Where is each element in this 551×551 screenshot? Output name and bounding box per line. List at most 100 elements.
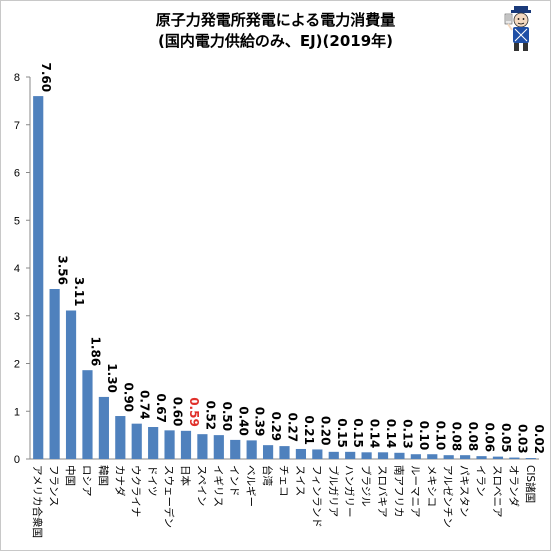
value-label: 0.90: [121, 382, 135, 412]
category-label: メキシコ: [425, 465, 437, 507]
category-label: スペイン: [195, 465, 207, 506]
bar: [460, 455, 471, 459]
y-tick-label: 0: [14, 454, 20, 466]
bar: [33, 96, 44, 459]
category-label: イラン: [475, 465, 487, 497]
bar: [180, 430, 192, 459]
bar: [410, 454, 421, 459]
value-label: 7.60: [39, 62, 53, 92]
value-label: 0.67: [154, 393, 168, 423]
bar: [525, 458, 536, 459]
value-label: 0.10: [417, 421, 431, 451]
y-tick-label: 6: [14, 168, 20, 180]
bar: [98, 396, 109, 459]
bar: [279, 446, 290, 459]
bar: [65, 310, 77, 459]
bar: [262, 445, 274, 459]
y-tick-label: 4: [14, 263, 20, 275]
value-label: 1.86: [88, 337, 102, 367]
category-label: 中国: [64, 465, 77, 486]
category-label: パキスタン: [458, 465, 470, 517]
bar: [361, 452, 372, 459]
category-label: フィンランド: [310, 465, 322, 528]
category-label: CIS諸国: [524, 465, 537, 503]
category-label: スウェーデン: [163, 465, 176, 528]
value-label: 0.14: [368, 419, 382, 449]
value-label: 3.11: [72, 277, 86, 307]
value-label: 0.27: [286, 412, 300, 442]
category-label: ドイツ: [146, 465, 158, 497]
value-label: 1.30: [105, 363, 119, 393]
value-label: 0.02: [532, 424, 546, 454]
y-tick-label: 8: [14, 72, 20, 84]
category-label: 日本: [179, 465, 192, 486]
bar: [443, 455, 454, 459]
category-label: アルゼンチン: [442, 465, 454, 528]
bar: [509, 457, 520, 459]
bar: [377, 452, 389, 459]
bar: [246, 440, 257, 459]
bar: [49, 289, 60, 459]
bar: [427, 454, 438, 459]
bar: [394, 452, 405, 459]
category-label: 台湾: [261, 465, 274, 486]
value-label: 0.15: [351, 418, 365, 448]
category-label: ブルガリア: [327, 465, 340, 517]
category-label: ベルギー: [245, 465, 257, 507]
value-label: 0.05: [499, 423, 513, 453]
bar: [476, 456, 487, 459]
bar: [131, 423, 142, 459]
value-label: 0.59: [187, 397, 201, 427]
y-tick-label: 2: [14, 359, 20, 371]
value-label: 0.20: [318, 416, 332, 446]
value-label: 0.29: [269, 412, 283, 442]
bar: [328, 451, 339, 459]
value-label: 0.40: [236, 406, 250, 436]
value-label: 0.50: [220, 402, 234, 432]
bar: [148, 427, 159, 459]
value-label: 0.03: [515, 424, 529, 454]
category-label: スロベニア: [491, 465, 503, 518]
bar: [492, 456, 504, 459]
category-label: フランス: [48, 465, 60, 507]
value-label: 0.52: [203, 401, 217, 431]
y-tick-label: 7: [14, 120, 20, 132]
value-label: 0.08: [450, 422, 464, 452]
bar: [82, 370, 93, 459]
value-label: 0.13: [400, 419, 414, 449]
category-label: ブラジル: [360, 465, 373, 507]
category-label: スロバキア: [376, 465, 388, 518]
value-label: 0.06: [483, 423, 497, 453]
category-label: スイス: [294, 465, 306, 496]
category-label: ルーマニア: [409, 465, 421, 518]
value-label: 0.10: [433, 421, 447, 451]
bar: [197, 434, 208, 459]
category-label: インド: [228, 465, 240, 497]
bar: [295, 448, 307, 459]
bar: [312, 449, 323, 459]
bar: [213, 435, 224, 459]
value-label: 0.39: [253, 407, 267, 437]
category-label: ロシア: [80, 465, 92, 497]
bar: [345, 451, 356, 459]
bar: [115, 416, 126, 459]
category-label: 南アフリカ: [392, 465, 405, 518]
chart-title: 原子力発電所発電による電力消費量: [155, 11, 396, 29]
value-label: 0.74: [138, 390, 152, 420]
value-label: 0.60: [171, 397, 185, 427]
category-label: オランダ: [507, 465, 520, 507]
category-label: チェコ: [278, 465, 290, 497]
category-label: 韓国: [97, 465, 109, 486]
category-label: ハンガリー: [343, 465, 355, 518]
value-label: 0.15: [335, 418, 349, 448]
value-label: 0.14: [384, 419, 398, 449]
value-label: 0.21: [302, 415, 316, 445]
category-label: イギリス: [212, 465, 224, 507]
chart-title-block: 原子力発電所発電による電力消費量 (国内電力供給のみ、EJ)(2019年): [0, 10, 551, 52]
y-tick-label: 1: [14, 406, 20, 418]
y-tick-label: 5: [14, 215, 20, 227]
y-tick-label: 3: [14, 311, 20, 323]
bar: [230, 439, 241, 459]
chart-subtitle: (国内電力供給のみ、EJ)(2019年): [158, 32, 393, 50]
